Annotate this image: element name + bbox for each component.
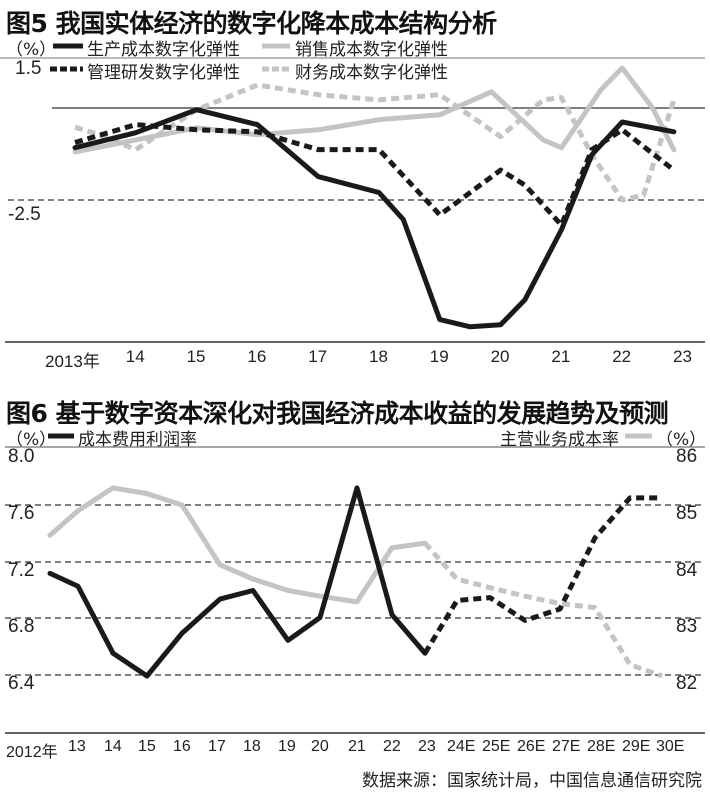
fig6-ytick-right: 82 [676, 673, 698, 694]
fig6-xtick: 14 [104, 738, 122, 755]
fig5-legend-sales: 销售成本数字化弹性 [295, 40, 448, 60]
fig5-legend-mgmt-rd: 管理研发数字化弹性 [87, 63, 240, 83]
fig6-ytick-left: 6.8 [8, 616, 35, 637]
fig6-xtick: 15 [138, 738, 156, 755]
fig5-ytick-top: 1.5 [15, 58, 42, 79]
fig6-xtick: 27E [552, 738, 581, 755]
fig6-xtick: 20 [311, 738, 329, 755]
fig6-y-unit-right: （%） [656, 430, 707, 450]
fig6-xtick: 25E [482, 738, 511, 755]
fig6-y-unit-left: （%） [6, 430, 57, 450]
fig5-xtick: 16 [247, 347, 267, 366]
fig6-ytick-left: 7.2 [8, 560, 35, 581]
fig6-xtick: 28E [587, 738, 616, 755]
fig6-legend-cost-rate: 主营业务成本率 [500, 430, 619, 450]
fig6-line-actual-0 [47, 485, 428, 679]
fig6-ytick-right: 86 [676, 446, 698, 467]
fig5-line-0 [72, 107, 677, 330]
fig6-xtick: 21 [348, 738, 366, 755]
fig5-xtick: 18 [369, 347, 388, 366]
fig6-ytick-left: 8.0 [8, 446, 35, 467]
fig5-xtick: 15 [186, 347, 206, 366]
fig6-xtick: 22 [383, 738, 401, 755]
fig5-xtick: 19 [429, 347, 449, 366]
fig6-title: 图6 基于数字资本深化对我国经济成本收益的发展趋势及预测 [6, 399, 669, 428]
fig6-xtick: 19 [278, 738, 296, 755]
fig6-xtick: 29E [622, 738, 651, 755]
fig6-line-forecast-0 [422, 495, 662, 655]
fig6-ytick-right: 85 [676, 503, 698, 524]
fig6-ytick-left: 7.6 [8, 503, 35, 524]
fig5-xtick: 21 [551, 347, 571, 366]
fig5-xtick: 2013年 [45, 352, 100, 371]
fig6-ytick-right: 83 [676, 616, 698, 637]
fig5-legend-finance: 财务成本数字化弹性 [295, 63, 448, 83]
fig6-line-forecast-1 [423, 541, 663, 679]
fig5-series-group [72, 65, 677, 330]
fig6-xtick: 30E [656, 738, 685, 755]
fig5-xtick: 23 [673, 347, 692, 366]
fig6-xtick: 2012年 [6, 744, 58, 761]
fig5-legend-production: 生产成本数字化弹性 [87, 40, 240, 60]
fig6-xtick: 18 [243, 738, 261, 755]
fig6-series-group [47, 485, 663, 679]
fig6-ytick-left: 6.4 [8, 673, 35, 694]
fig6-ytick-right: 84 [676, 560, 698, 581]
fig6-xtick: 17 [208, 738, 226, 755]
fig5-xtick: 14 [125, 347, 145, 366]
data-source-note: 数据来源：国家统计局，中国信息通信研究院 [362, 771, 702, 791]
fig6-xtick: 16 [173, 738, 191, 755]
fig6-legend-profit-rate: 成本费用利润率 [78, 430, 197, 450]
fig6-xtick: 24E [447, 738, 476, 755]
fig5-y-unit: （%） [6, 40, 57, 60]
fig6-xtick: 26E [517, 738, 546, 755]
fig6-xtick: 23 [418, 738, 436, 755]
fig6-xtick: 13 [68, 738, 86, 755]
fig5-xtick: 20 [490, 347, 510, 366]
fig5-title: 图5 我国实体经济的数字化降本成本结构分析 [6, 9, 497, 38]
fig6-line-actual-1 [47, 485, 428, 605]
fig5-line-2 [74, 122, 676, 228]
fig6-gridlines [5, 504, 705, 676]
fig5-line-3 [74, 82, 677, 203]
fig5-xtick: 22 [612, 347, 632, 366]
fig5-ytick-mid: -2.5 [8, 204, 41, 225]
fig5-xtick: 17 [308, 347, 328, 366]
fig5-line-1 [72, 65, 677, 155]
